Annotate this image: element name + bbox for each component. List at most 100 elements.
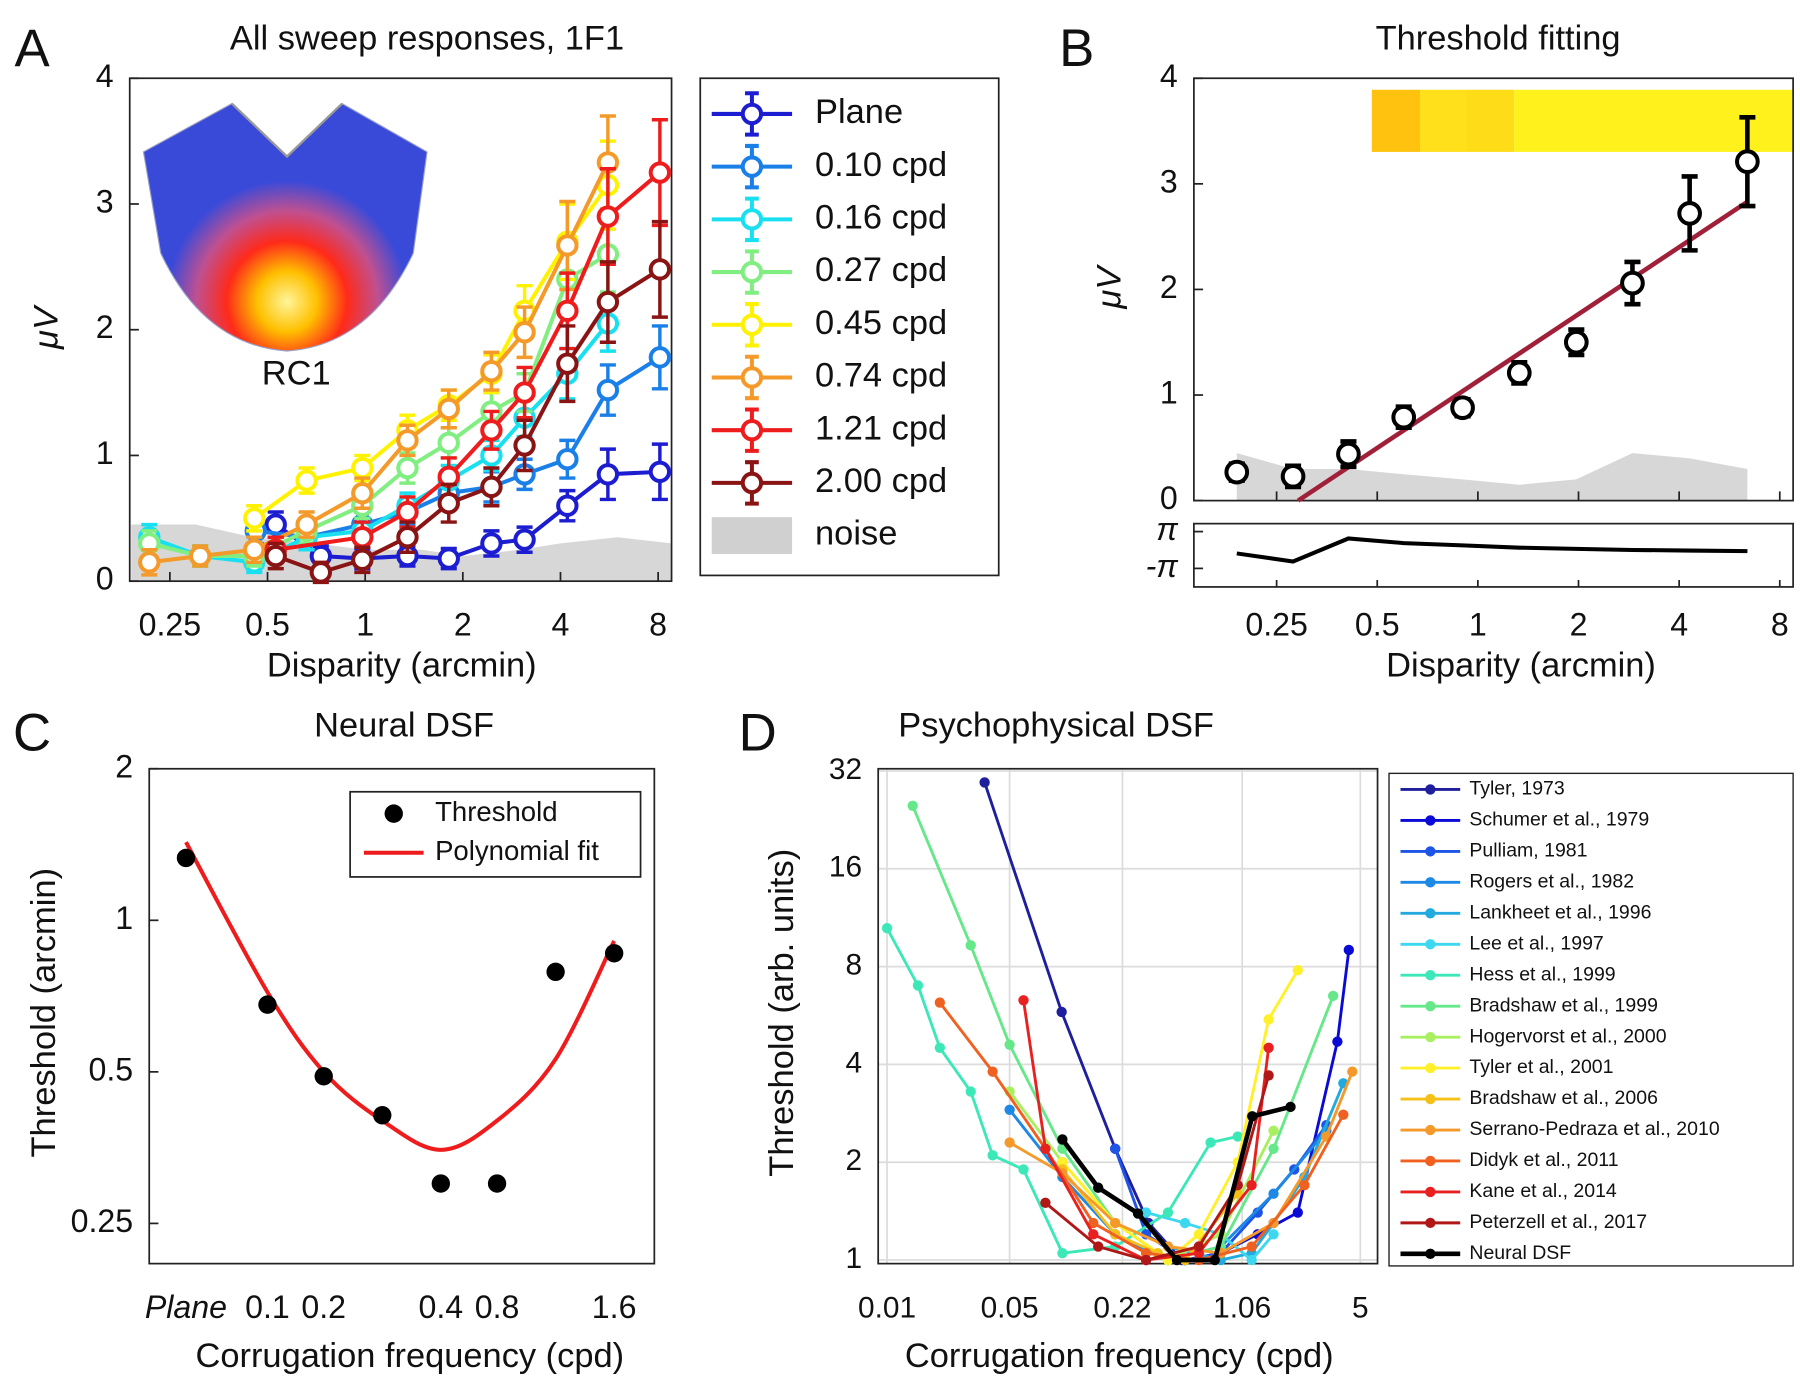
data-point: [1450, 395, 1475, 421]
data-point: [979, 777, 990, 788]
data-point: [1205, 1137, 1216, 1148]
x-tick-label: 4: [1670, 607, 1688, 643]
data-point: [1193, 1229, 1205, 1240]
y-tick-label: 8: [846, 948, 863, 981]
legend-marker: [1425, 1155, 1436, 1167]
data-point: [1735, 149, 1760, 175]
data-point: [881, 923, 893, 934]
data-point: [437, 397, 460, 421]
data-point: [1263, 1042, 1274, 1053]
data-point: [1347, 1066, 1358, 1077]
data-point: [295, 469, 318, 492]
data-point: [513, 528, 536, 551]
x-tick-label: 0.4: [418, 1289, 463, 1325]
data-point: [351, 525, 374, 549]
data-point: [1246, 1254, 1257, 1266]
legend-marker: [1425, 1217, 1436, 1229]
data-point: [1110, 1143, 1121, 1154]
legend-marker: [1425, 1093, 1436, 1105]
x-tick-label: 1: [356, 607, 374, 643]
x-tick-label: Plane: [145, 1289, 227, 1325]
data-point: [596, 290, 620, 314]
data-point: [243, 538, 266, 561]
data-point: [648, 258, 672, 281]
data-point: [1224, 459, 1250, 485]
x-axis-label: Disparity (arcmin): [267, 647, 537, 685]
data-point: [351, 456, 374, 480]
data-point: [1391, 404, 1417, 430]
data-point: [1677, 201, 1702, 226]
legend-marker: [740, 313, 764, 336]
x-tick-label: 4: [552, 607, 570, 643]
data-point: [1292, 964, 1303, 976]
legend-label: Bradshaw et al., 2006: [1469, 1087, 1658, 1109]
y-tick-label: 3: [96, 183, 114, 219]
data-point: [648, 346, 672, 369]
data-point: [1343, 944, 1354, 956]
legend-label: 2.00 cpd: [815, 462, 947, 500]
data-point: [965, 1086, 976, 1097]
data-point: [1171, 1254, 1183, 1266]
data-point: [648, 460, 672, 484]
legend-marker: [740, 418, 764, 442]
data-point: [907, 800, 918, 811]
panel-letter: A: [15, 19, 51, 78]
legend-label: Lee et al., 1997: [1469, 932, 1603, 954]
data-point: [1280, 463, 1306, 489]
data-point: [138, 551, 161, 574]
legend-label: 0.10 cpd: [815, 146, 947, 184]
legend-label: Didyk et al., 2011: [1469, 1149, 1618, 1171]
data-point: [596, 463, 620, 486]
legend-marker: [1425, 1062, 1436, 1074]
plot-frame: [128, 77, 673, 583]
data-point: [1179, 1217, 1191, 1229]
y-axis-label: Threshold (arb. units): [763, 849, 801, 1177]
legend-label: Schumer et al., 1979: [1469, 809, 1649, 831]
data-point: [480, 475, 503, 499]
y-tick-label: 0: [96, 561, 114, 597]
legend-marker: [1425, 846, 1436, 857]
heat-bar: [1371, 89, 1794, 152]
data-point: [1263, 1070, 1274, 1081]
data-point: [1292, 1207, 1303, 1218]
data-point: [1299, 1179, 1310, 1191]
data-point: [1093, 1182, 1104, 1193]
scalp-map: [142, 102, 428, 352]
data-point: [1268, 1229, 1279, 1240]
legend-marker: [1425, 1031, 1436, 1043]
x-tick-label: 1: [1469, 607, 1487, 643]
legend-label: Polynomial fit: [435, 835, 599, 866]
x-tick-label: 0.1: [245, 1289, 290, 1325]
inset-label: RC1: [262, 354, 331, 392]
data-point: [1132, 1208, 1144, 1219]
x-tick-label: 0.5: [1355, 607, 1400, 643]
data-point: [396, 429, 419, 452]
legend-marker: [1425, 877, 1436, 888]
legend-label: Pulliam, 1981: [1469, 840, 1587, 862]
panel-letter: C: [13, 703, 51, 762]
y-tick-label: 0: [1160, 480, 1178, 516]
plot-frame: [1193, 77, 1794, 502]
data-point: [1246, 1241, 1257, 1252]
y-tick-label: 4: [96, 58, 114, 94]
data-point: [596, 205, 620, 228]
data-point: [965, 940, 976, 951]
y-tick-label: 4: [1160, 58, 1178, 94]
data-point: [1620, 270, 1645, 296]
legend-label: 1.21 cpd: [815, 409, 947, 447]
data-point: [1268, 1125, 1279, 1136]
data-point: [480, 419, 503, 442]
x-tick-label: 0.5: [245, 607, 290, 643]
data-point: [556, 494, 579, 517]
legend-label: Hogervorst et al., 2000: [1469, 1025, 1666, 1047]
heat-cell: [1465, 89, 1515, 152]
legend-marker: [1425, 939, 1436, 950]
legend-label: Peterzell et al., 2017: [1469, 1211, 1647, 1233]
brain-inset: [142, 102, 428, 352]
legend-label: 0.16 cpd: [815, 198, 947, 236]
data-point: [1209, 1254, 1220, 1266]
heat-cell: [1371, 89, 1421, 152]
x-tick-label: 8: [649, 607, 667, 643]
legend-label: Bradshaw et al., 1999: [1469, 994, 1658, 1016]
